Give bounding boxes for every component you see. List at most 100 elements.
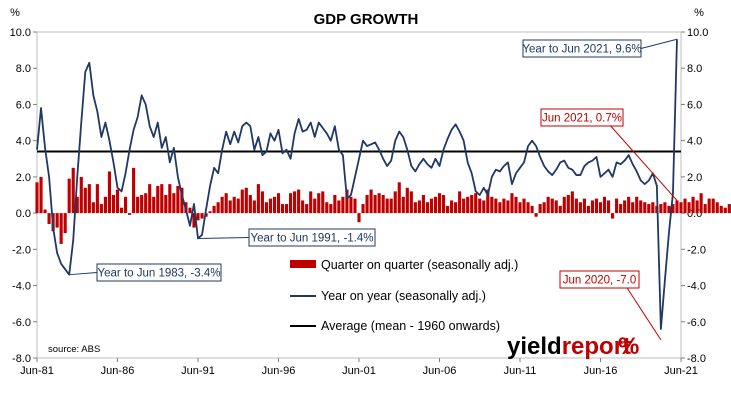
bar-quarter bbox=[284, 204, 289, 214]
bar-quarter bbox=[514, 196, 518, 214]
bar-quarter bbox=[325, 202, 329, 214]
bar-quarter bbox=[87, 184, 91, 214]
bar-quarter bbox=[337, 200, 341, 214]
logo-text-report: report bbox=[562, 333, 631, 360]
bar-quarter bbox=[345, 189, 349, 214]
y-tick-label-right: -4.0 bbox=[687, 281, 706, 293]
bar-quarter bbox=[486, 189, 490, 214]
bar-quarter bbox=[236, 198, 240, 214]
x-tick-label: Jun-21 bbox=[664, 365, 698, 377]
callout-label: Jun 2020, -7.0 bbox=[563, 275, 637, 287]
bar-quarter bbox=[663, 202, 667, 214]
bar-quarter bbox=[317, 193, 321, 214]
bar-quarter bbox=[59, 213, 63, 244]
bar-quarter bbox=[341, 196, 345, 214]
bar-quarter bbox=[264, 202, 268, 214]
bar-quarter bbox=[562, 196, 566, 214]
left-axis-ticks: 10.0 8.0 6.0 4.0 2.0 0.0 -2.0 -4.0 -6.0 -8.0 bbox=[10, 27, 37, 365]
bar-quarter bbox=[272, 196, 277, 214]
bar-quarter bbox=[462, 198, 466, 214]
bar-quarter bbox=[534, 213, 538, 217]
y-tick-label-left: 4.0 bbox=[16, 136, 31, 148]
y-tick-label-right: 8.0 bbox=[687, 63, 702, 75]
bar-quarter bbox=[466, 196, 470, 214]
source-note: source: ABS bbox=[48, 344, 100, 355]
bar-quarter bbox=[313, 198, 317, 214]
bar-quarter bbox=[454, 202, 458, 214]
bar-quarter bbox=[196, 213, 200, 221]
callout-label: Year to Jun 1991, -1.4% bbox=[251, 233, 374, 245]
bar-quarter bbox=[619, 204, 623, 214]
bar-quarter bbox=[228, 200, 232, 214]
bar-quarter bbox=[490, 196, 494, 214]
right-axis-ticks: 10.08.06.04.02.00.0-2.0-4.0-6.0-8.0 bbox=[681, 27, 708, 365]
year-on-year-line bbox=[36, 39, 678, 330]
bar-quarter bbox=[289, 193, 293, 214]
bar-quarter bbox=[683, 198, 687, 214]
y-tick-label-right: 4.0 bbox=[687, 136, 702, 148]
y-tick-label-left: 8.0 bbox=[16, 63, 31, 75]
callout-box bbox=[540, 108, 624, 127]
y-tick-label-right: 2.0 bbox=[687, 172, 702, 184]
bar-quarter bbox=[425, 202, 429, 214]
bar-quarter bbox=[309, 191, 313, 214]
bar-quarter bbox=[280, 204, 285, 214]
bar-quarter bbox=[35, 182, 39, 214]
bar-quarter bbox=[494, 198, 498, 214]
callout: Jun 2020, -7.0 bbox=[559, 270, 662, 341]
bar-quarter bbox=[526, 202, 530, 214]
bar-quarter bbox=[417, 200, 421, 214]
bar-quarter bbox=[723, 207, 727, 214]
bar-quarter bbox=[482, 200, 486, 214]
bar-quarter bbox=[43, 209, 47, 214]
bar-quarter bbox=[546, 196, 550, 214]
bar-quarter bbox=[401, 196, 405, 214]
bar-quarter bbox=[144, 193, 148, 214]
bar-quarter bbox=[606, 200, 611, 214]
bar-quarter bbox=[651, 202, 655, 214]
bar-quarter bbox=[67, 178, 71, 214]
callout-box bbox=[522, 39, 642, 58]
quarterly-bars bbox=[35, 167, 731, 244]
bar-quarter bbox=[450, 200, 454, 214]
callout: Jun 2021, 0.7% bbox=[540, 108, 678, 201]
legend-label-average: Average (mean - 1960 onwards) bbox=[321, 319, 500, 333]
bar-quarter bbox=[631, 202, 635, 214]
bar-quarter bbox=[429, 198, 434, 214]
bar-quarter bbox=[188, 207, 192, 214]
callout-leader bbox=[640, 38, 678, 49]
y-tick-label-left: -8.0 bbox=[12, 353, 31, 365]
yieldreport-logo: yieldreport % bbox=[507, 333, 639, 360]
bar-quarter bbox=[353, 198, 357, 214]
bar-quarter bbox=[216, 202, 220, 214]
x-tick-label: Jun-91 bbox=[181, 365, 215, 377]
bar-quarter bbox=[445, 205, 450, 214]
svg-text:yieldreport: yieldreport bbox=[507, 333, 631, 360]
bar-quarter bbox=[554, 200, 558, 214]
bar-quarter bbox=[393, 191, 397, 214]
bar-quarter bbox=[667, 205, 671, 214]
bar-quarter bbox=[361, 204, 365, 214]
callout-label: Year to Jun 2021, 9.6% bbox=[522, 44, 641, 56]
bar-quarter bbox=[136, 196, 140, 214]
bar-quarter bbox=[95, 184, 99, 214]
x-tick-label: Jun-01 bbox=[342, 365, 376, 377]
bar-quarter bbox=[518, 202, 522, 214]
bar-quarter bbox=[260, 191, 264, 214]
y-tick-label-left: 2.0 bbox=[16, 172, 31, 184]
bar-quarter bbox=[699, 193, 703, 214]
callout: Year to Jun 1983, -3.4% bbox=[69, 263, 222, 282]
bar-quarter bbox=[83, 187, 87, 214]
bar-quarter bbox=[433, 196, 438, 214]
callout-label: Year to Jun 1983, -3.4% bbox=[98, 268, 221, 280]
bar-quarter bbox=[305, 204, 309, 214]
legend: Quarter on quarter (seasonally adj.) Yea… bbox=[290, 258, 518, 333]
bar-quarter bbox=[538, 204, 542, 214]
bar-quarter bbox=[248, 195, 252, 214]
callout-box bbox=[248, 228, 376, 247]
bar-quarter bbox=[691, 196, 695, 214]
bar-quarter bbox=[123, 196, 128, 214]
y-tick-label-right: -2.0 bbox=[687, 244, 706, 256]
bar-quarter bbox=[639, 200, 643, 214]
bar-quarter bbox=[570, 191, 574, 214]
